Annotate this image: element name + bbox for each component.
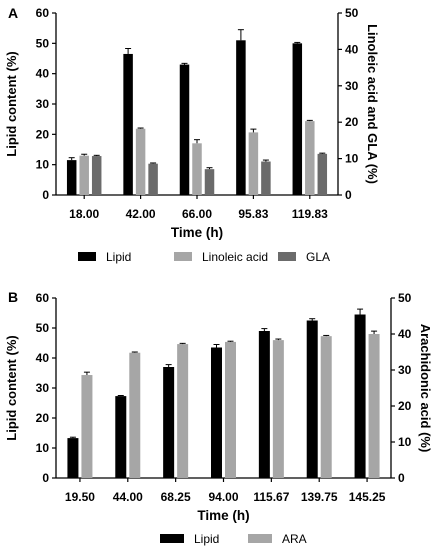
bar-lipid (66, 160, 77, 195)
y2-tick-label: 30 (398, 363, 412, 377)
y-tick-label: 20 (36, 411, 50, 425)
bar-lipid (236, 40, 246, 195)
chart-panel-B: B 0 10 20 30 40 50 60 0 10 20 30 40 50 Lipid content (… (4, 289, 433, 546)
x-tick-label: 19.50 (65, 490, 95, 504)
x-tick-label: 119.83 (292, 207, 328, 221)
bar-gla (261, 161, 271, 195)
y-tick-label: 0 (42, 188, 49, 202)
y-tick-label: 20 (36, 127, 50, 141)
bar-gla (91, 156, 102, 195)
legend-swatch-gla (278, 252, 296, 261)
y2-tick-label: 50 (398, 291, 412, 305)
bar-linoleic-acid (305, 121, 315, 195)
x-tick-label: 66.00 (182, 207, 212, 221)
y2-tick-label: 0 (345, 188, 352, 202)
bar-gla (148, 163, 158, 195)
y-axis-title: Lipid content (%) (4, 51, 19, 156)
y-tick-label: 40 (36, 351, 50, 365)
bar-lipid (258, 331, 270, 478)
y2-tick-label: 10 (398, 435, 412, 449)
y-axis-title: Lipid content (%) (4, 335, 19, 440)
y-tick-label: 40 (36, 67, 50, 81)
legend-label: Linoleic acid (202, 250, 268, 264)
y-tick-label: 60 (36, 291, 50, 305)
y-tick-label: 50 (36, 321, 50, 335)
x-tick-label: 42.00 (126, 207, 156, 221)
bar-ara (368, 334, 380, 478)
x-tick-label: 95.83 (238, 207, 268, 221)
legend-label: GLA (306, 250, 330, 264)
y2-tick-label: 0 (398, 471, 405, 485)
x-tick-label: 115.67 (253, 490, 289, 504)
y-tick-label: 0 (42, 471, 49, 485)
legend-label: ARA (282, 532, 307, 546)
y-tick-label: 30 (36, 97, 50, 111)
legend-swatch-linoleic-acid (174, 252, 192, 261)
y2-tick-label: 50 (345, 6, 359, 20)
y-tick-label: 10 (36, 441, 50, 455)
bar-ara (177, 344, 189, 478)
x-tick-label: 94.00 (208, 490, 238, 504)
legend-swatch-ara (248, 534, 272, 543)
x-tick-label: 18.00 (69, 207, 99, 221)
bar-lipid (163, 367, 175, 478)
y2-axis-title: Arachidonic acid (%) (418, 324, 433, 453)
legend-swatch-lipid (78, 252, 96, 261)
bar-lipid (292, 43, 303, 196)
y2-tick-label: 10 (345, 152, 359, 166)
bar-ara (320, 336, 332, 478)
bar-gla (204, 169, 215, 195)
x-tick-label: 139.75 (301, 490, 338, 504)
x-tick-label: 68.25 (161, 490, 191, 504)
y2-axis-title: Linoleic acid and GLA (%) (365, 24, 380, 184)
y-tick-label: 60 (36, 6, 50, 20)
x-tick-label: 145.25 (349, 490, 386, 504)
y2-tick-label: 20 (398, 399, 412, 413)
bar-ara (81, 375, 93, 478)
panel-label: A (8, 5, 18, 21)
bar-lipid (123, 53, 133, 196)
y2-tick-label: 40 (345, 42, 359, 56)
x-tick-label: 44.00 (113, 490, 143, 504)
chart-panel-A: A 0 10 20 30 40 50 60 0 10 20 30 40 50 Lipid content (… (4, 5, 380, 264)
x-axis-title: Time (h) (171, 225, 223, 240)
legend-label: Lipid (194, 532, 219, 546)
bar-linoleic-acid (79, 155, 89, 195)
bar-lipid (211, 347, 222, 478)
bar-ara (225, 341, 236, 478)
legend-swatch-lipid (160, 534, 184, 543)
y-tick-label: 30 (36, 381, 50, 395)
bar-lipid (115, 396, 127, 478)
y-tick-label: 50 (36, 36, 50, 50)
y2-tick-label: 40 (398, 327, 412, 341)
bar-lipid (179, 64, 190, 195)
x-axis-title: Time (h) (197, 508, 249, 523)
bar-linoleic-acid (135, 128, 146, 195)
bar-ara (272, 340, 284, 478)
bar-lipid (354, 314, 366, 478)
bar-gla (317, 153, 328, 195)
bar-linoleic-acid (192, 143, 202, 195)
legend-label: Lipid (106, 250, 131, 264)
bar-linoleic-acid (248, 132, 259, 195)
panel-label: B (8, 289, 18, 305)
bar-ara (129, 352, 141, 478)
bar-lipid (67, 438, 79, 478)
bar-lipid (306, 320, 318, 478)
y-tick-label: 10 (36, 158, 50, 172)
y2-tick-label: 20 (345, 115, 359, 129)
y2-tick-label: 30 (345, 79, 359, 93)
